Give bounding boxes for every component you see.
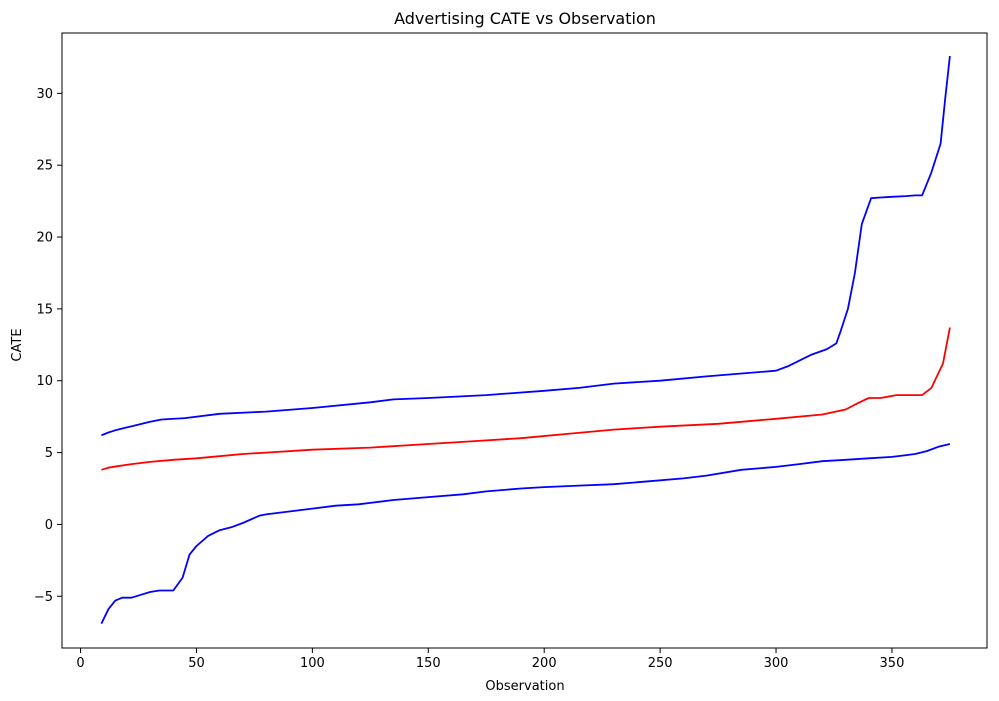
x-tick-label: 150	[416, 656, 441, 671]
y-tick-label: 25	[36, 159, 53, 174]
y-tick-label: −5	[34, 590, 53, 605]
x-tick-label: 300	[764, 656, 789, 671]
plot-area-frame	[61, 32, 988, 649]
y-tick-label: 30	[36, 87, 53, 102]
x-tick-label: 0	[76, 656, 84, 671]
y-tick-label: 20	[36, 231, 53, 246]
x-tick-label: 50	[188, 656, 205, 671]
y-axis-title: CATE	[10, 328, 25, 361]
lower-bound-line	[100, 443, 951, 624]
series-layer	[100, 55, 951, 624]
cate-estimate-line	[101, 327, 951, 471]
x-axis-title: Observation	[485, 679, 564, 694]
y-tick-label: 5	[45, 446, 53, 461]
x-tick-label: 100	[300, 656, 325, 671]
x-tick-label: 350	[880, 656, 905, 671]
x-tick-label: 250	[648, 656, 673, 671]
x-axis-ticks: 0 50 100 150 200 250 300 350	[76, 648, 904, 671]
upper-bound-line	[101, 55, 951, 437]
x-tick-label: 200	[532, 656, 557, 671]
chart-title: Advertising CATE vs Observation	[394, 9, 656, 28]
y-tick-label: 0	[45, 518, 53, 533]
y-tick-label: 15	[36, 302, 53, 317]
y-axis-ticks: −5 0 5 10 15 20 25 30	[34, 87, 62, 605]
y-tick-label: 10	[36, 374, 53, 389]
